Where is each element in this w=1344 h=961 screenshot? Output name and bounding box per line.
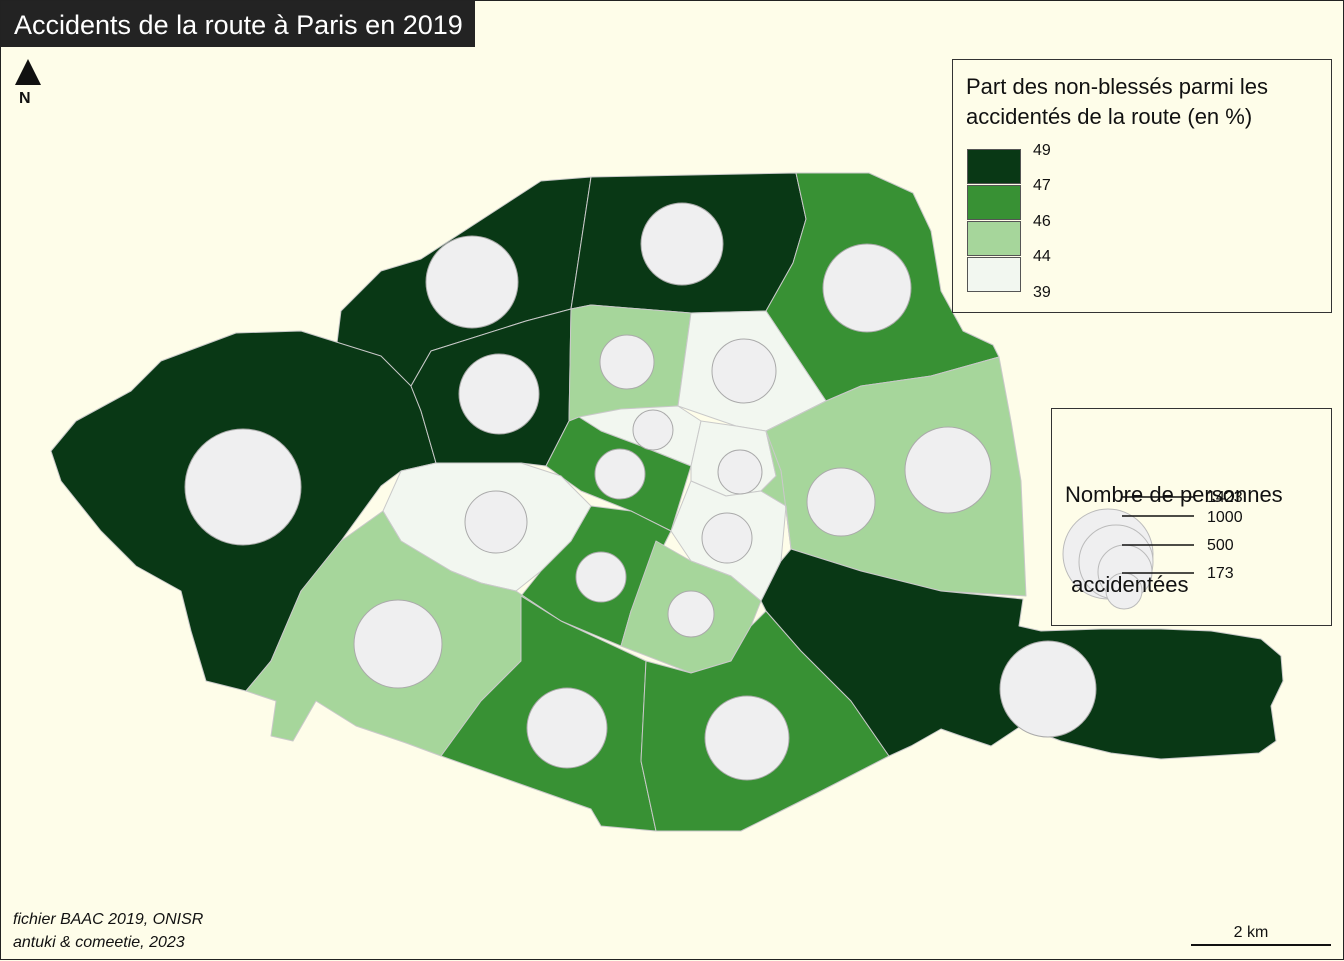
bubble-3 [717,449,763,495]
north-arrow-icon [15,59,41,85]
legend-choropleth-title: Part des non-blessés parmi les accidenté… [966,74,1269,129]
bubble-14 [526,687,608,769]
legend-break: 46 [1033,213,1051,230]
bubble-18 [640,202,724,286]
north-label: N [19,90,31,107]
bubble-20 [904,426,992,514]
legend-break: 44 [1033,248,1051,265]
map-title: Accidents de la route à Paris en 2019 [1,1,475,47]
legend-circles [1062,508,1154,610]
author-line: antuki & comeetie, 2023 [13,934,185,951]
arrondissement-11 [760,430,792,550]
bubble-10 [711,338,777,404]
bubble-13 [704,695,790,781]
bubble-9 [599,334,655,390]
bubble-11 [806,467,876,537]
legend-value: 1423 [1207,489,1243,506]
bubble-7 [464,490,528,554]
bubble-17 [425,235,519,329]
bubble-12 [999,640,1097,738]
legend-swatch-3 [967,221,1021,256]
legend-break: 47 [1033,177,1051,194]
source-line: fichier BAAC 2019, ONISR [13,911,204,928]
bubble-2 [632,409,674,451]
scale-label: 2 km [1233,924,1269,941]
legend-proportional-title: Nombre de personnes accidentées [1065,482,1283,597]
bubble-15 [353,599,443,689]
legend-proportional: Nombre de personnes accidentées 1423 100… [1051,408,1332,626]
legend-break: 39 [1033,284,1051,301]
bubble-16 [184,428,302,546]
bubble-5 [667,590,715,638]
scale-bar: 2 km [1191,923,1331,947]
legend-swatch-2 [967,185,1021,220]
legend-value: 500 [1207,537,1234,554]
legend-value: 173 [1207,565,1234,582]
legend-leaders [1122,496,1194,574]
bubble-6 [575,551,627,603]
legend-swatch-4 [967,257,1021,292]
north-arrow: N [13,59,43,109]
legend-value: 1000 [1207,509,1243,526]
legend-choropleth: Part des non-blessés parmi les accidenté… [952,59,1332,313]
bubble-19 [822,243,912,333]
bubble-8 [458,353,540,435]
bubble-4 [701,512,753,564]
scale-line [1191,944,1331,946]
bubble-1 [594,448,646,500]
legend-swatch-1 [967,149,1021,184]
source-credits: fichier BAAC 2019, ONISR antuki & comeet… [13,908,203,954]
legend-break: 49 [1033,142,1051,159]
